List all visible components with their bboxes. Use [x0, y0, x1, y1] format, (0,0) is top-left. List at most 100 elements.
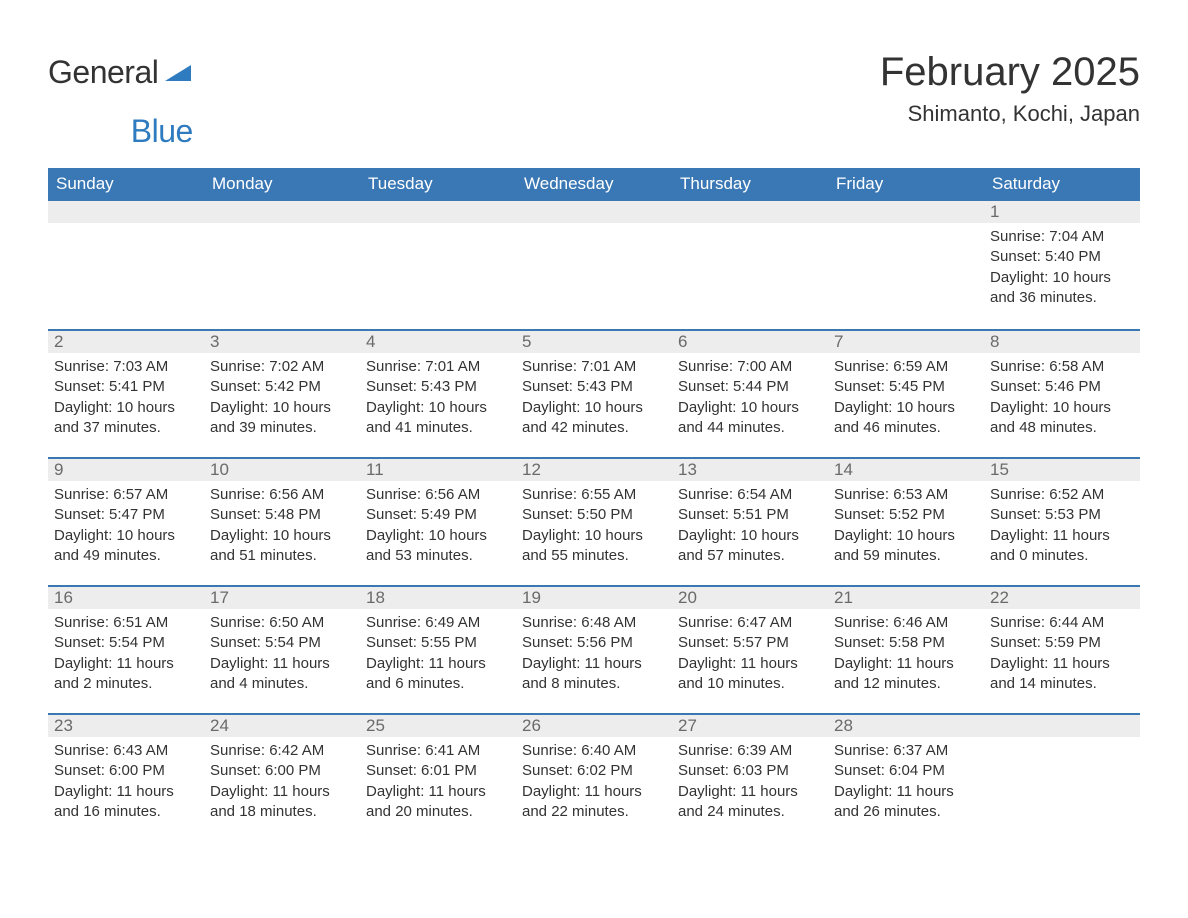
day-body: [672, 223, 828, 237]
day-number: 15: [984, 459, 1009, 482]
day-sunset: Sunset: 5:50 PM: [522, 505, 666, 525]
day-sunset: Sunset: 5:59 PM: [990, 633, 1134, 653]
calendar-day: 22Sunrise: 6:44 AMSunset: 5:59 PMDayligh…: [984, 587, 1140, 713]
day-sunrise: Sunrise: 6:50 AM: [210, 613, 354, 633]
day-day1: Daylight: 11 hours: [834, 654, 978, 674]
flag-icon: [165, 63, 193, 88]
day-body: Sunrise: 6:59 AMSunset: 5:45 PMDaylight:…: [828, 353, 984, 448]
day-number: 13: [672, 459, 697, 482]
day-number-row: 27: [672, 715, 828, 737]
day-number-row: 1: [984, 201, 1140, 223]
day-sunset: Sunset: 5:43 PM: [522, 377, 666, 397]
day-sunset: Sunset: 5:49 PM: [366, 505, 510, 525]
day-sunset: Sunset: 6:00 PM: [54, 761, 198, 781]
day-number-row: [204, 201, 360, 223]
day-sunrise: Sunrise: 6:57 AM: [54, 485, 198, 505]
day-number: 22: [984, 587, 1009, 610]
calendar-week: 2Sunrise: 7:03 AMSunset: 5:41 PMDaylight…: [48, 329, 1140, 457]
day-body: Sunrise: 6:43 AMSunset: 6:00 PMDaylight:…: [48, 737, 204, 832]
day-number: 19: [516, 587, 541, 610]
day-sunset: Sunset: 5:44 PM: [678, 377, 822, 397]
day-sunrise: Sunrise: 6:43 AM: [54, 741, 198, 761]
day-sunset: Sunset: 5:43 PM: [366, 377, 510, 397]
day-number-row: 21: [828, 587, 984, 609]
day-number-row: [828, 201, 984, 223]
day-sunset: Sunset: 5:57 PM: [678, 633, 822, 653]
day-body: [360, 223, 516, 237]
page-title: February 2025: [880, 50, 1140, 95]
day-number-row: 11: [360, 459, 516, 481]
day-sunset: Sunset: 5:47 PM: [54, 505, 198, 525]
day-day2: and 51 minutes.: [210, 546, 354, 566]
day-number: 6: [672, 331, 687, 354]
day-number-row: 17: [204, 587, 360, 609]
day-day1: Daylight: 10 hours: [366, 526, 510, 546]
day-sunset: Sunset: 5:56 PM: [522, 633, 666, 653]
day-sunrise: Sunrise: 6:39 AM: [678, 741, 822, 761]
day-day2: and 24 minutes.: [678, 802, 822, 822]
day-body: Sunrise: 6:37 AMSunset: 6:04 PMDaylight:…: [828, 737, 984, 832]
logo: General Blue: [48, 50, 193, 150]
day-body: Sunrise: 7:04 AMSunset: 5:40 PMDaylight:…: [984, 223, 1140, 318]
day-day2: and 8 minutes.: [522, 674, 666, 694]
calendar-day: [828, 201, 984, 329]
day-day2: and 6 minutes.: [366, 674, 510, 694]
calendar-day: 28Sunrise: 6:37 AMSunset: 6:04 PMDayligh…: [828, 715, 984, 841]
day-number-row: 12: [516, 459, 672, 481]
day-body: Sunrise: 7:00 AMSunset: 5:44 PMDaylight:…: [672, 353, 828, 448]
day-number-row: 19: [516, 587, 672, 609]
calendar-grid: Sunday Monday Tuesday Wednesday Thursday…: [48, 168, 1140, 841]
calendar-day: 18Sunrise: 6:49 AMSunset: 5:55 PMDayligh…: [360, 587, 516, 713]
day-number-row: 16: [48, 587, 204, 609]
day-body: Sunrise: 6:51 AMSunset: 5:54 PMDaylight:…: [48, 609, 204, 704]
day-sunrise: Sunrise: 6:58 AM: [990, 357, 1134, 377]
day-body: [828, 223, 984, 237]
day-day2: and 53 minutes.: [366, 546, 510, 566]
calendar-day: 7Sunrise: 6:59 AMSunset: 5:45 PMDaylight…: [828, 331, 984, 457]
day-number: 25: [360, 715, 385, 738]
day-sunrise: Sunrise: 6:56 AM: [210, 485, 354, 505]
day-sunrise: Sunrise: 6:40 AM: [522, 741, 666, 761]
day-number-row: 28: [828, 715, 984, 737]
weekday-header: Thursday: [672, 168, 828, 201]
day-sunrise: Sunrise: 6:53 AM: [834, 485, 978, 505]
day-number: 18: [360, 587, 385, 610]
day-number: 1: [984, 201, 999, 224]
day-sunset: Sunset: 5:40 PM: [990, 247, 1134, 267]
weekday-header: Monday: [204, 168, 360, 201]
day-day1: Daylight: 10 hours: [834, 526, 978, 546]
day-number-row: [516, 201, 672, 223]
day-body: Sunrise: 6:42 AMSunset: 6:00 PMDaylight:…: [204, 737, 360, 832]
day-number-row: 10: [204, 459, 360, 481]
weeks-container: 1Sunrise: 7:04 AMSunset: 5:40 PMDaylight…: [48, 201, 1140, 841]
day-day1: Daylight: 10 hours: [210, 526, 354, 546]
day-number-row: 3: [204, 331, 360, 353]
day-body: Sunrise: 7:03 AMSunset: 5:41 PMDaylight:…: [48, 353, 204, 448]
calendar-day: 16Sunrise: 6:51 AMSunset: 5:54 PMDayligh…: [48, 587, 204, 713]
day-number: 16: [48, 587, 73, 610]
day-number-row: 20: [672, 587, 828, 609]
day-body: Sunrise: 6:47 AMSunset: 5:57 PMDaylight:…: [672, 609, 828, 704]
day-sunrise: Sunrise: 6:54 AM: [678, 485, 822, 505]
calendar-day: 15Sunrise: 6:52 AMSunset: 5:53 PMDayligh…: [984, 459, 1140, 585]
day-sunrise: Sunrise: 6:48 AM: [522, 613, 666, 633]
day-day2: and 2 minutes.: [54, 674, 198, 694]
day-number-row: 24: [204, 715, 360, 737]
day-sunrise: Sunrise: 7:01 AM: [366, 357, 510, 377]
day-day1: Daylight: 11 hours: [366, 654, 510, 674]
day-number-row: [984, 715, 1140, 737]
title-block: February 2025 Shimanto, Kochi, Japan: [880, 50, 1140, 127]
day-body: Sunrise: 6:50 AMSunset: 5:54 PMDaylight:…: [204, 609, 360, 704]
day-number: 3: [204, 331, 219, 354]
day-sunrise: Sunrise: 7:03 AM: [54, 357, 198, 377]
calendar-day: 2Sunrise: 7:03 AMSunset: 5:41 PMDaylight…: [48, 331, 204, 457]
day-day2: and 46 minutes.: [834, 418, 978, 438]
day-day1: Daylight: 10 hours: [366, 398, 510, 418]
day-number: 4: [360, 331, 375, 354]
calendar-day: 14Sunrise: 6:53 AMSunset: 5:52 PMDayligh…: [828, 459, 984, 585]
calendar-day: 21Sunrise: 6:46 AMSunset: 5:58 PMDayligh…: [828, 587, 984, 713]
day-number-row: 4: [360, 331, 516, 353]
day-day2: and 14 minutes.: [990, 674, 1134, 694]
day-day1: Daylight: 10 hours: [990, 398, 1134, 418]
day-day2: and 37 minutes.: [54, 418, 198, 438]
